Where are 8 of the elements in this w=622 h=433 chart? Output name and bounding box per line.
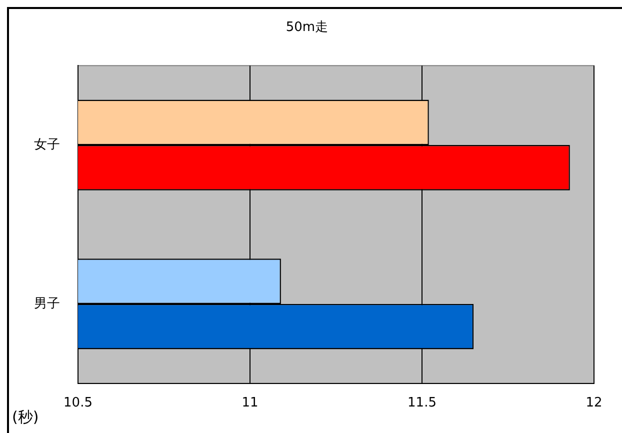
y-tick-label: 女子 [34,137,60,152]
y-tick-label: 男子 [34,296,60,312]
chart-title: 50m走 [286,20,328,36]
x-tick-label: 11 [242,396,258,411]
x-tick-label: 12 [586,396,602,411]
x-axis-title: (秒) [12,408,39,426]
x-tick-label: 11.5 [408,396,436,411]
x-tick-label: 10.5 [64,396,92,411]
